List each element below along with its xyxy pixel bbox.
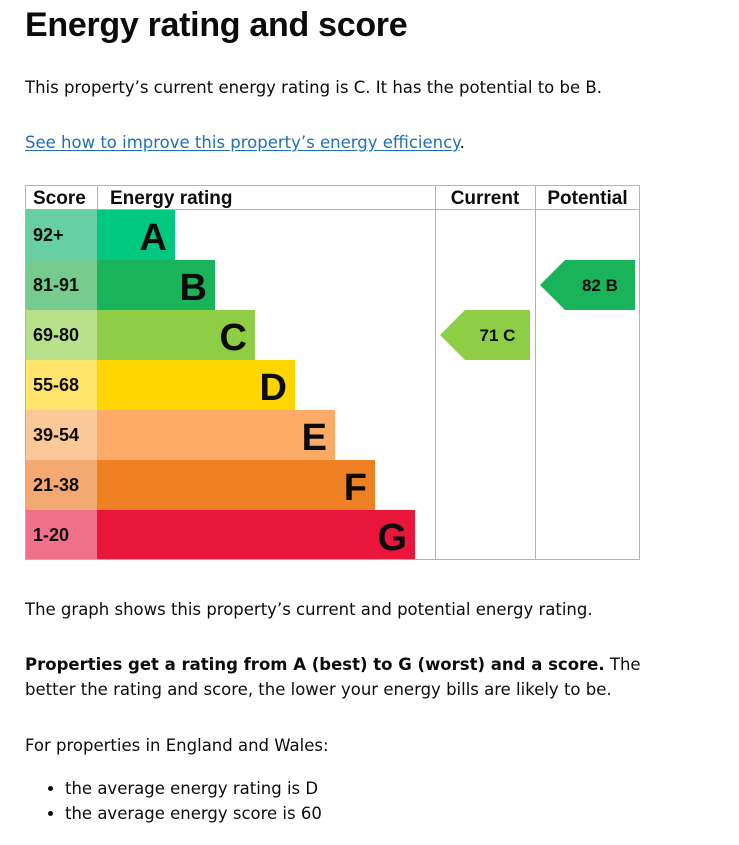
- rating-letter-e: E: [302, 417, 327, 459]
- score-range-b: 81-91: [33, 275, 79, 295]
- rating-letter-c: C: [220, 317, 247, 359]
- improve-efficiency-link[interactable]: See how to improve this property’s energ…: [25, 133, 460, 152]
- link-period: .: [459, 133, 465, 152]
- energy-rating-chart: Score Energy rating Current Potential 92+ A 81…: [25, 185, 640, 560]
- potential-rating-arrow: [540, 260, 635, 310]
- energy-rating-chart-svg: Score Energy rating Current Potential 92+ A 81…: [25, 185, 640, 560]
- rating-bar-e: [97, 410, 335, 460]
- rating-letter-b: B: [180, 267, 207, 309]
- rating-bar-b: [97, 260, 215, 310]
- score-cell-c: [25, 310, 97, 360]
- score-range-g: 1-20: [33, 525, 69, 545]
- list-item-average-score: the average energy score is 60: [65, 801, 322, 826]
- header-score: Score: [33, 188, 86, 209]
- score-range-f: 21-38: [33, 475, 79, 495]
- averages-list: the average energy rating is D the avera…: [25, 776, 322, 826]
- header-potential: Potential: [547, 188, 627, 209]
- rating-bar-a: [97, 210, 175, 260]
- rating-explanation: Properties get a rating from A (best) to…: [25, 652, 665, 702]
- score-cell-d: [25, 360, 97, 410]
- rating-letter-f: F: [344, 467, 367, 509]
- rating-bar-d: [97, 360, 295, 410]
- rating-summary: This property’s current energy rating is…: [25, 78, 602, 97]
- rating-letter-d: D: [260, 367, 287, 409]
- score-cell-e: [25, 410, 97, 460]
- rating-bar-g: [97, 510, 415, 560]
- score-range-d: 55-68: [33, 375, 79, 395]
- header-current: Current: [451, 188, 520, 209]
- score-range-c: 69-80: [33, 325, 79, 345]
- potential-rating-label: 82 B: [582, 276, 618, 295]
- current-rating-label: 71 C: [480, 326, 516, 345]
- score-range-a: 92+: [33, 225, 64, 245]
- rating-letter-g: G: [377, 517, 407, 559]
- improve-paragraph: See how to improve this property’s energ…: [25, 130, 465, 155]
- score-cell-b: [25, 260, 97, 310]
- score-cell-a: [25, 210, 97, 260]
- rating-explanation-bold: Properties get a rating from A (best) to…: [25, 655, 605, 674]
- england-wales-intro: For properties in England and Wales:: [25, 736, 329, 755]
- score-cell-g: [25, 510, 97, 560]
- page-title: Energy rating and score: [25, 6, 408, 44]
- header-energy-rating: Energy rating: [110, 188, 232, 209]
- rating-explanation-rest: The better the rating and score, the low…: [25, 655, 641, 699]
- graph-note: The graph shows this property’s current …: [25, 600, 593, 619]
- current-rating-arrow: [440, 310, 530, 360]
- rating-letter-a: A: [140, 217, 167, 259]
- list-item-average-rating: the average energy rating is D: [65, 776, 322, 801]
- score-range-e: 39-54: [33, 425, 79, 445]
- rating-bar-c: [97, 310, 255, 360]
- score-cell-f: [25, 460, 97, 510]
- rating-bar-f: [97, 460, 375, 510]
